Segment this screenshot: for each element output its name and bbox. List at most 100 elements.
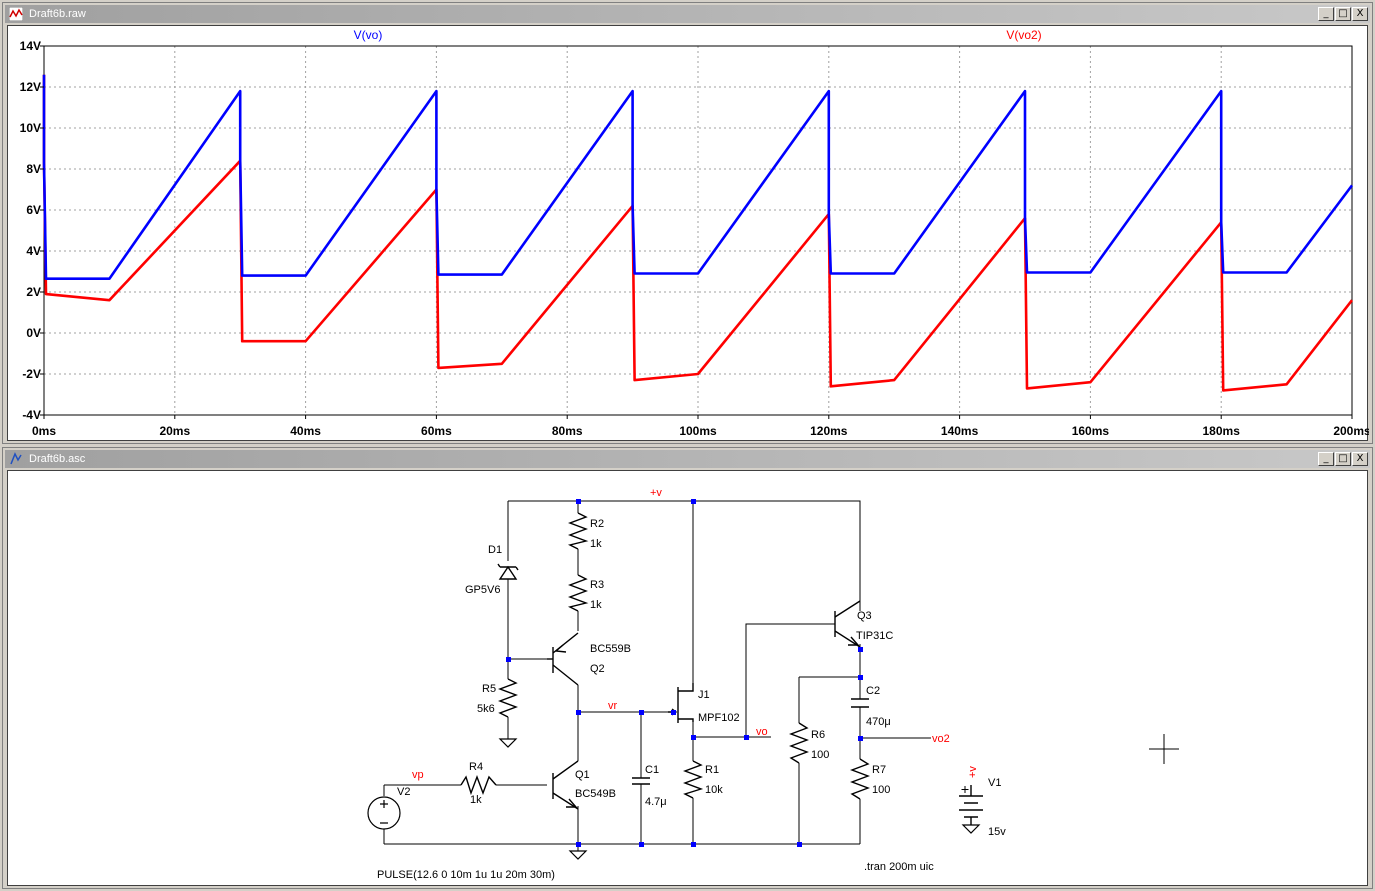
label-r7-value: 100: [872, 784, 890, 796]
close-button[interactable]: X: [1352, 452, 1368, 466]
label-j1-value: MPF102: [698, 712, 740, 724]
resistor-r2[interactable]: [567, 512, 589, 550]
close-button[interactable]: X: [1352, 7, 1368, 21]
y-tick-label: 6V: [26, 203, 41, 217]
wire-q3-base: [745, 623, 835, 737]
waveform-window: Draft6b.raw _ □ X 0ms 20ms 40ms 60ms 80ms 100…: [2, 2, 1373, 444]
schematic-title-bar[interactable]: Draft6b.asc _ □ X: [5, 450, 1370, 468]
label-r1: R1: [705, 764, 719, 776]
label-c1-value: 4.7μ: [645, 796, 667, 808]
y-tick-label: -4V: [22, 408, 41, 422]
resistor-r7[interactable]: [850, 758, 870, 800]
jfet-j1[interactable]: [668, 683, 694, 723]
label-q2: Q2: [590, 663, 605, 675]
capacitor-c2[interactable]: [851, 698, 869, 708]
x-tick-label: 140ms: [941, 424, 979, 438]
label-r6-value: 100: [811, 749, 829, 761]
x-tick-label: 100ms: [679, 424, 717, 438]
label-q3: Q3: [857, 610, 872, 622]
ground-icon: [498, 738, 518, 748]
wire-v2-r4: [383, 784, 547, 844]
label-d1: D1: [488, 544, 502, 556]
label-q1-value: BC549B: [575, 788, 616, 800]
waveform-pane[interactable]: 0ms 20ms 40ms 60ms 80ms 100ms 120ms 140ms 160ms 1…: [7, 25, 1371, 441]
label-c2-value: 470μ: [866, 716, 891, 728]
x-tick-label: 80ms: [552, 424, 583, 438]
wire-j1: [692, 501, 771, 844]
schematic-canvas[interactable]: +v D1 GP5V6 R2 1k R3 1k BC559B Q2 R5 5k6…: [7, 470, 1368, 886]
schematic-window-title: Draft6b.asc: [29, 453, 86, 465]
minimize-button[interactable]: _: [1318, 7, 1334, 21]
y-tick-label: 8V: [26, 162, 41, 176]
waveform-title-bar[interactable]: Draft6b.raw _ □ X: [5, 5, 1370, 23]
label-v1-value: 15v: [988, 826, 1006, 838]
label-d1-value: GP5V6: [465, 584, 500, 596]
schematic-drawing[interactable]: +v D1 GP5V6 R2 1k R3 1k BC559B Q2 R5 5k6…: [8, 471, 1369, 885]
zener-d1[interactable]: [497, 563, 519, 580]
label-r4-value: 1k: [470, 794, 482, 806]
resistor-r3[interactable]: [567, 574, 589, 612]
label-plus-v: +v: [650, 487, 662, 499]
label-r3-value: 1k: [590, 599, 602, 611]
wire-d1: [507, 501, 547, 660]
y-tick-label: 12V: [20, 80, 41, 94]
trace-label-vo2[interactable]: V(vo2): [1006, 28, 1041, 42]
label-q2-value: BC559B: [590, 643, 631, 655]
label-vo2: vo2: [932, 733, 950, 745]
x-tick-label: 20ms: [159, 424, 190, 438]
wire-q3-emitter: [798, 644, 931, 844]
schematic-icon: [10, 452, 22, 465]
wire-top-rail: [508, 500, 861, 611]
maximize-button[interactable]: □: [1335, 7, 1351, 21]
x-tick-label: 120ms: [810, 424, 848, 438]
label-v2: V2: [397, 786, 410, 798]
x-tick-label: 180ms: [1203, 424, 1241, 438]
y-tick-label: 2V: [26, 285, 41, 299]
label-r3: R3: [590, 579, 604, 591]
voltage-source-v2[interactable]: [367, 796, 401, 830]
y-tick-label: 0V: [26, 326, 41, 340]
label-v1: V1: [988, 777, 1001, 789]
waveform-plot[interactable]: 0ms 20ms 40ms 60ms 80ms 100ms 120ms 140ms 160ms 1…: [8, 26, 1371, 440]
pulse-directive[interactable]: PULSE(12.6 0 10m 1u 1u 20m 30m): [377, 869, 555, 881]
x-tick-label: 0ms: [32, 424, 56, 438]
label-r6: R6: [811, 729, 825, 741]
battery-v1[interactable]: [959, 785, 983, 825]
x-tick-label: 40ms: [290, 424, 321, 438]
label-c1: C1: [645, 764, 659, 776]
trace-v-vo2[interactable]: [42, 74, 1354, 392]
tran-directive[interactable]: .tran 200m uic: [864, 861, 934, 873]
x-tick-label: 200ms: [1333, 424, 1369, 438]
label-r5-value: 5k6: [477, 703, 495, 715]
maximize-button[interactable]: □: [1335, 452, 1351, 466]
y-tick-label: 4V: [26, 244, 41, 258]
resistor-r4[interactable]: [460, 775, 497, 796]
trace-label-vo[interactable]: V(vo): [354, 28, 383, 42]
minimize-button[interactable]: _: [1318, 452, 1334, 466]
resistor-r5[interactable]: [498, 678, 518, 718]
transistor-q3[interactable]: [834, 600, 861, 648]
label-r7: R7: [872, 764, 886, 776]
label-r2-value: 1k: [590, 538, 602, 550]
capacitor-c1[interactable]: [632, 777, 650, 805]
x-tick-label: 160ms: [1072, 424, 1110, 438]
ground-icon: [961, 824, 981, 834]
waveform-icon: [9, 7, 23, 21]
transistor-q2[interactable]: [547, 632, 579, 686]
label-j1: J1: [698, 689, 710, 701]
label-vp: vp: [412, 769, 424, 781]
label-q3-value: TIP31C: [856, 630, 893, 642]
crosshair-cursor-icon: [1149, 734, 1179, 764]
resistor-r6[interactable]: [789, 722, 809, 764]
label-r1-value: 10k: [705, 784, 723, 796]
wire-ground: [384, 806, 860, 851]
transistor-q1[interactable]: [552, 760, 579, 810]
label-vo: vo: [756, 726, 768, 738]
label-v1-plus: +v: [967, 766, 979, 778]
resistor-r1[interactable]: [683, 760, 704, 799]
label-vr: vr: [608, 700, 618, 712]
label-q1: Q1: [575, 769, 590, 781]
y-tick-label: 14V: [20, 39, 41, 53]
wire-vr: [577, 685, 673, 844]
trace-v-vo[interactable]: [42, 74, 1354, 280]
